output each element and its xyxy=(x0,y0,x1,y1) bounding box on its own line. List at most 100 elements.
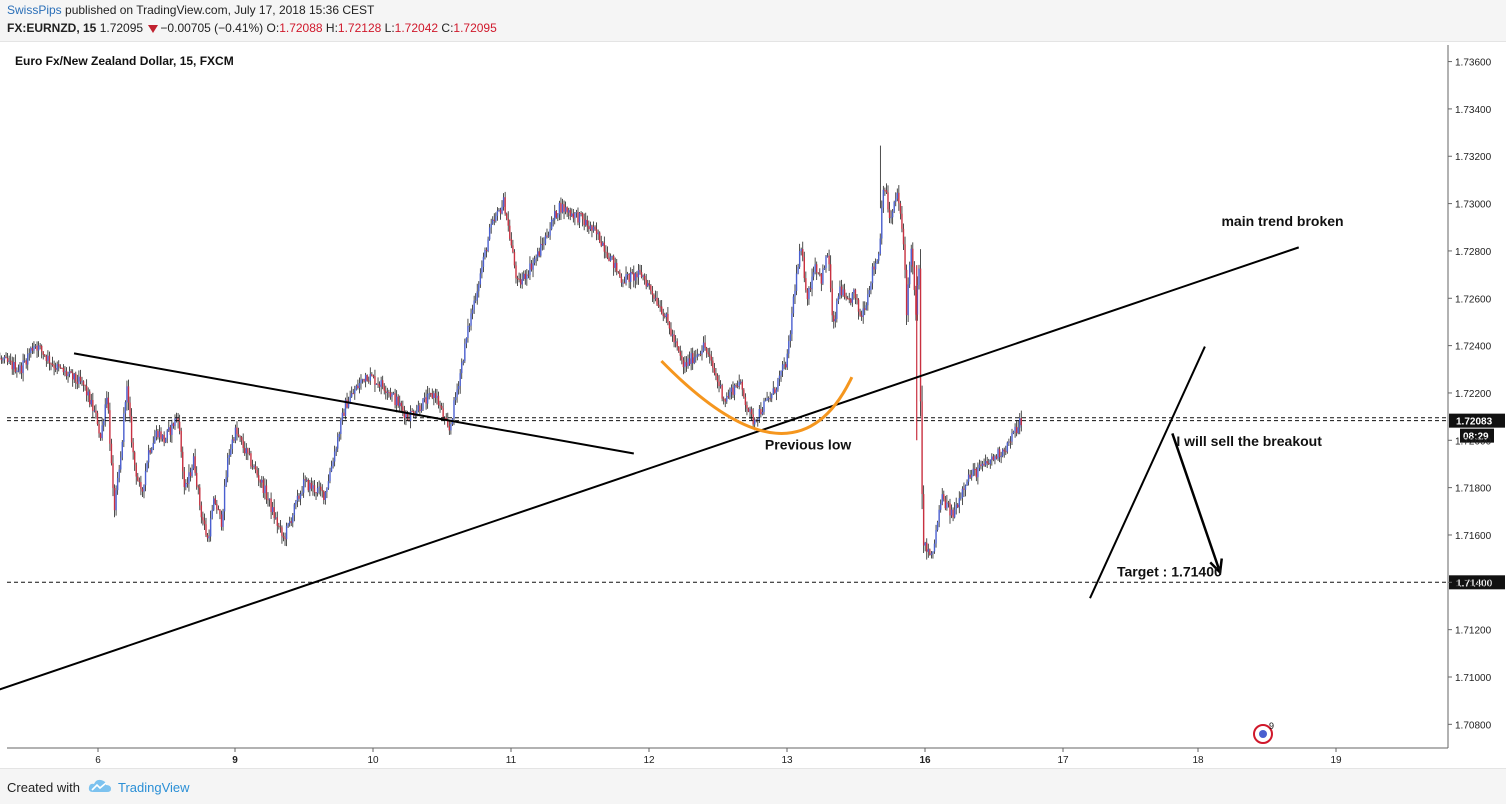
candle-body xyxy=(671,334,674,336)
x-tick-label: 13 xyxy=(781,755,793,766)
candle-body xyxy=(439,404,441,406)
candle-body xyxy=(567,210,570,213)
candle-body xyxy=(53,365,55,369)
candle-body xyxy=(116,477,119,491)
candle-body xyxy=(250,453,252,467)
candle-body xyxy=(495,215,497,221)
target-arrow[interactable] xyxy=(1171,433,1222,573)
candle-body xyxy=(975,468,978,478)
candle-body xyxy=(837,296,840,301)
symbol-label: FX:EURNZD, 15 xyxy=(7,21,97,35)
tradingview-cloud-icon[interactable] xyxy=(88,779,112,793)
candle-body xyxy=(431,393,433,399)
trendline[interactable] xyxy=(73,352,634,455)
candle-body xyxy=(3,356,6,360)
candle-body xyxy=(350,393,353,397)
candle-body xyxy=(533,258,536,263)
candle-body xyxy=(65,370,68,376)
candle-body xyxy=(470,313,472,326)
dashed-levels: 1.72083 08:29 1.71400 xyxy=(7,413,1505,590)
candle-body xyxy=(464,343,466,362)
candle-body xyxy=(391,393,393,397)
candle-body xyxy=(535,257,537,259)
candle-body xyxy=(642,275,644,278)
candle-body xyxy=(126,386,128,403)
candle-body xyxy=(588,226,590,230)
annotation-text: main trend broken xyxy=(1221,213,1343,229)
candle-body xyxy=(552,219,554,221)
candle-body xyxy=(815,264,818,273)
candle-body xyxy=(248,453,251,455)
candle-body xyxy=(530,263,533,270)
y-tick-label: 1.71600 xyxy=(1455,531,1492,542)
candle-body xyxy=(406,413,409,420)
candle-body xyxy=(845,296,847,299)
candle-body xyxy=(155,430,158,437)
footer-bar: Created with TradingView xyxy=(0,768,1506,804)
candle-body xyxy=(206,535,209,539)
candle-body xyxy=(767,398,770,400)
candle-body xyxy=(871,266,874,284)
candle-body xyxy=(73,373,75,380)
candle-body xyxy=(295,501,297,505)
candle-body xyxy=(121,441,123,458)
x-tick-label: 19 xyxy=(1330,755,1342,766)
candle-body xyxy=(104,404,106,421)
tradingview-link[interactable]: TradingView xyxy=(118,780,190,795)
candle-body xyxy=(612,255,615,268)
candle-body xyxy=(81,381,83,383)
candle-body xyxy=(856,298,858,300)
candle-body xyxy=(98,424,100,434)
candle-body xyxy=(490,223,492,228)
candle-body xyxy=(536,251,539,258)
candle-body xyxy=(383,386,385,391)
candle-body xyxy=(609,256,612,261)
candle-body xyxy=(532,262,534,270)
candle-body xyxy=(147,450,150,463)
candle-body xyxy=(132,442,134,453)
candle-body xyxy=(425,397,427,404)
candle-body xyxy=(109,410,111,444)
candle-body xyxy=(1001,449,1004,456)
candle-body xyxy=(608,257,610,261)
candle-body xyxy=(360,379,362,384)
candle-body xyxy=(369,374,371,381)
candle-body xyxy=(476,291,478,300)
candle-body xyxy=(461,362,463,374)
candle-body xyxy=(724,399,726,402)
candle-body xyxy=(138,480,141,483)
candle-body xyxy=(1009,441,1012,443)
candle-body xyxy=(857,299,860,312)
candle-body xyxy=(591,225,593,231)
candle-body xyxy=(760,409,762,415)
candle-body xyxy=(327,481,330,489)
candle-body xyxy=(885,190,888,193)
low-label: L: xyxy=(384,21,395,35)
candle-body xyxy=(502,197,505,207)
candle-body xyxy=(341,412,344,421)
candle-body xyxy=(794,290,796,297)
candle-body xyxy=(963,488,965,490)
candle-body xyxy=(986,461,988,464)
candle-body xyxy=(941,494,943,504)
candle-body xyxy=(19,365,21,371)
candle-body xyxy=(753,419,756,425)
author-link[interactable]: SwissPips xyxy=(7,3,62,17)
candle-body xyxy=(79,376,82,382)
trendline[interactable] xyxy=(0,246,1300,704)
candle-body xyxy=(988,463,990,465)
price-chart[interactable]: Euro Fx/New Zealand Dollar, 15, FXCM 1.7… xyxy=(0,42,1506,768)
candle-body xyxy=(124,402,127,414)
rounding-arc[interactable] xyxy=(660,359,854,435)
candle-body xyxy=(921,401,923,495)
candle-body xyxy=(913,266,916,290)
candle-body xyxy=(764,400,767,402)
trendline[interactable] xyxy=(1089,346,1206,599)
chart-area[interactable]: Euro Fx/New Zealand Dollar, 15, FXCM 1.7… xyxy=(0,42,1506,768)
close-value: 1.72095 xyxy=(453,21,497,35)
candle-body xyxy=(422,399,424,410)
candle-body xyxy=(802,249,804,258)
candle-body xyxy=(0,358,3,361)
trendlines-layer[interactable] xyxy=(0,246,1300,704)
candle-body xyxy=(673,334,675,343)
